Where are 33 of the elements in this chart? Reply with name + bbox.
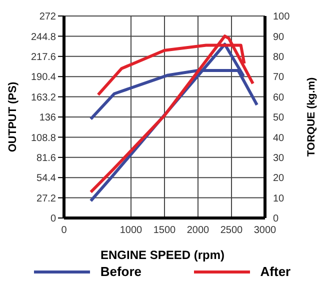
y-tick-label: 272: [39, 12, 56, 23]
x-tick-label: 2500: [220, 225, 244, 236]
y2-tick-label: 100: [273, 12, 290, 23]
y-axis-title: OUTPUT (PS): [6, 82, 19, 152]
legend-label: Before: [100, 264, 142, 279]
x-tick-label: 3000: [254, 225, 277, 236]
y-tick-label: 81.6: [36, 152, 56, 164]
y-tick-label: 217.6: [30, 52, 56, 63]
x-tick-label: 1000: [120, 225, 143, 236]
y2-tick-label: 40: [273, 132, 285, 144]
y-tick-label: 108.8: [30, 132, 56, 144]
y-tick-label: 54.4: [36, 173, 56, 184]
y2-tick-label: 60: [273, 92, 285, 104]
y2-tick-label: 90: [273, 32, 285, 43]
y-tick-label: 136: [39, 112, 56, 124]
y2-tick-label: 0: [273, 214, 279, 225]
x-axis-title: ENGINE SPEED (rpm): [99, 248, 226, 262]
y2-tick-label: 30: [273, 152, 285, 164]
y2-tick-label: 20: [273, 173, 285, 184]
y2-tick-label: 70: [273, 72, 285, 84]
y-tick-label: 190.4: [30, 72, 56, 84]
x-tick-label: 0: [61, 225, 68, 236]
y-tick-label: 163.2: [30, 92, 56, 104]
y2-axis-title: TORQUE (kg.m): [306, 77, 318, 157]
y2-tick-label: 50: [273, 112, 285, 124]
y2-tick-label: 80: [273, 52, 285, 63]
y-tick-label: 27.2: [36, 193, 56, 204]
x-tick-label: 2000: [186, 225, 210, 236]
y-tick-label: 0: [50, 214, 56, 225]
y-tick-label: 244.8: [30, 32, 56, 43]
legend-label: After: [260, 264, 291, 279]
y2-tick-label: 10: [273, 193, 285, 204]
x-tick-label: 1500: [153, 225, 176, 236]
